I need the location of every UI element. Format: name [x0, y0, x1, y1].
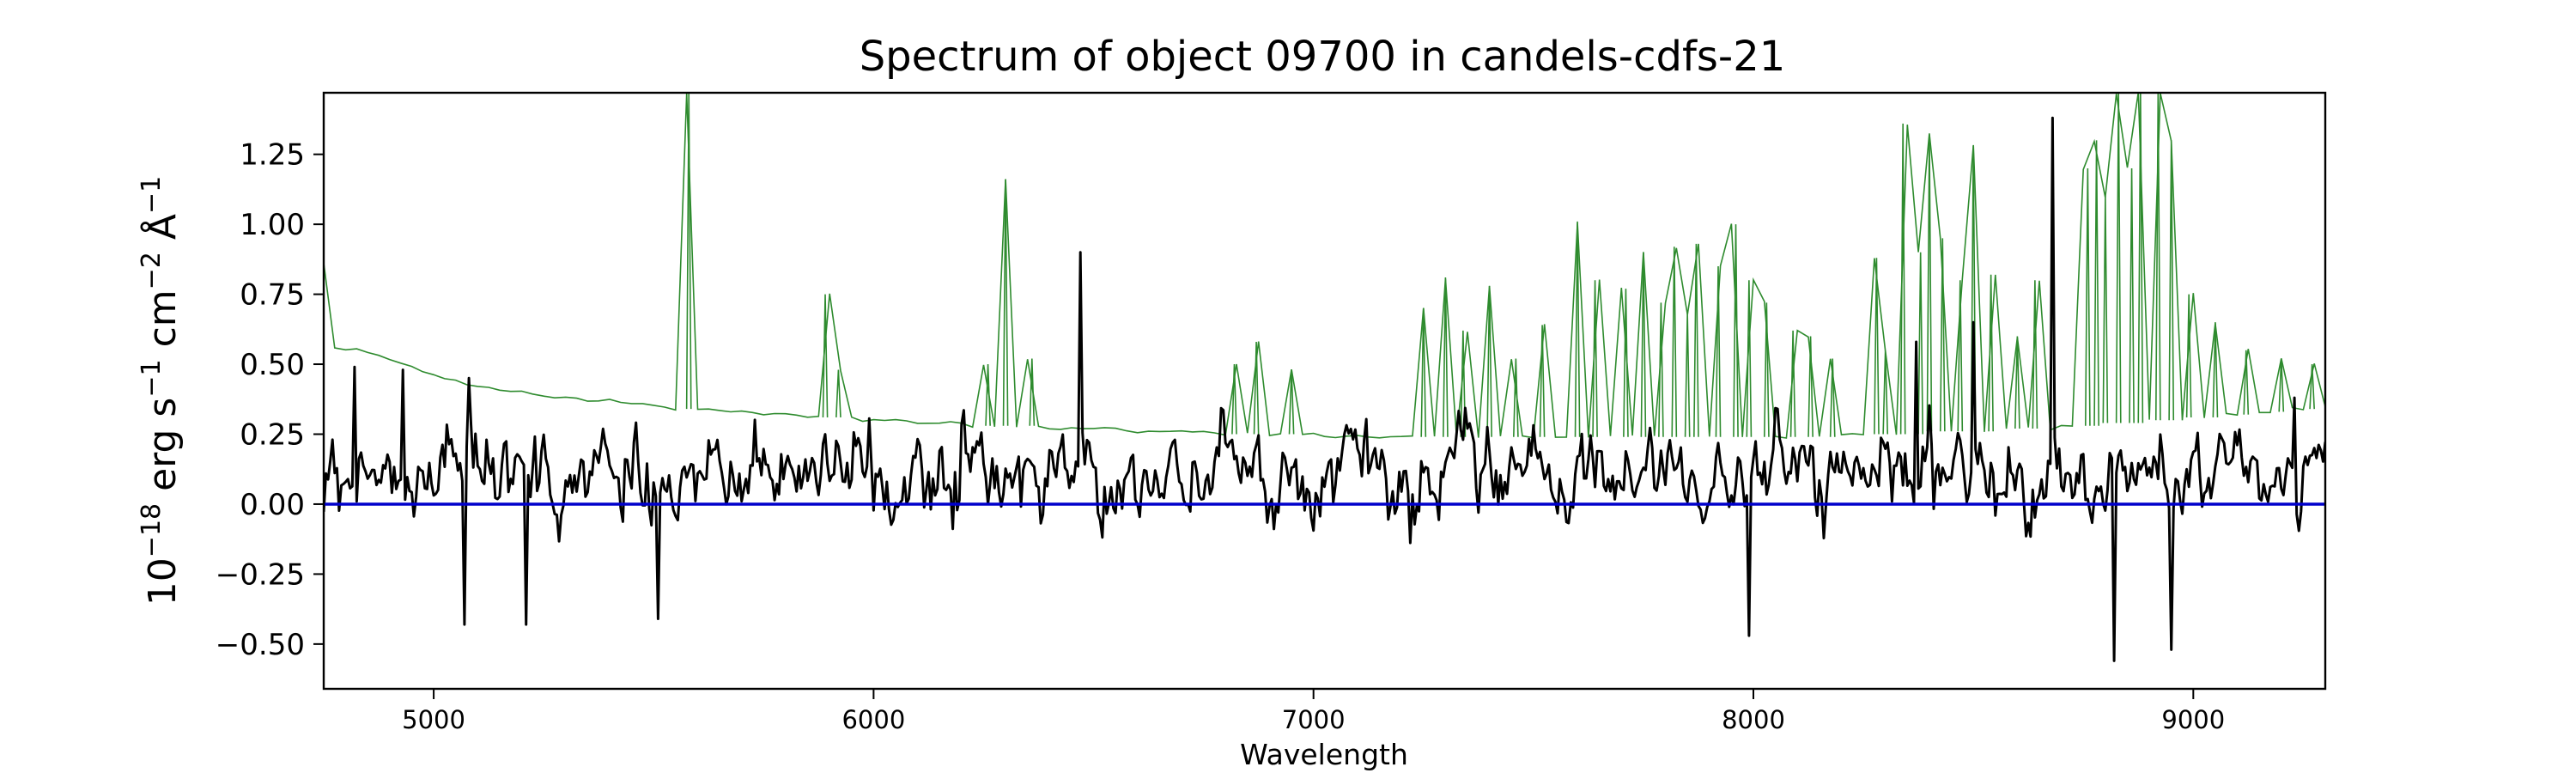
error-spike [2102, 196, 2109, 423]
error-spike [2212, 322, 2219, 417]
y-axis-label: 10−18 erg s−1 cm−2 Å−1 [137, 176, 185, 606]
error-spike [835, 369, 841, 417]
error-spike [1443, 277, 1449, 437]
y-tick-label: −0.50 [216, 628, 305, 662]
error-spike [1288, 369, 1295, 435]
y-axis-label-exp1: −18 [137, 503, 167, 557]
error-spike [1684, 313, 1691, 437]
error-spike [1539, 325, 1546, 437]
error-spike [1899, 123, 1906, 435]
error-spike [1623, 289, 1629, 437]
error-spike [1574, 221, 1581, 437]
plot-area [322, 91, 2327, 691]
error-spike [2014, 336, 2020, 429]
error-spike [1764, 302, 1770, 437]
error-spike [1926, 134, 1933, 432]
error-spike [1640, 252, 1647, 437]
error-spike [1715, 265, 1722, 437]
error-spike [2084, 167, 2091, 426]
y-axis: −0.50 −0.25 0.00 0.25 0.50 0.75 1.00 1.25 [216, 138, 324, 662]
x-tick-label: 7000 [1282, 705, 1346, 734]
error-spike [1733, 224, 1739, 437]
y-axis-label-exp2: −1 [137, 359, 167, 397]
error-spike [1939, 238, 1946, 432]
error-spike [1231, 364, 1237, 435]
error-spike [1002, 179, 1009, 426]
x-tick-label: 8000 [1722, 705, 1785, 734]
error-spike [2032, 280, 2038, 429]
error-spike [1746, 280, 1753, 437]
error-spike [1671, 247, 1678, 437]
error-spike [1693, 243, 1699, 437]
error-spike [2115, 93, 2122, 423]
y-tick-label: 0.00 [240, 488, 305, 522]
chart-title: Spectrum of object 09700 in candels-cdfs… [860, 33, 1786, 81]
error-spike [2129, 167, 2135, 423]
error-spike [2093, 140, 2099, 426]
y-axis-label-exp3: −2 [137, 252, 167, 289]
x-axis-label: Wavelength [1240, 738, 1408, 771]
error-spike [685, 93, 692, 410]
error-spike [1988, 274, 1995, 432]
error-spike [1658, 302, 1664, 437]
error-spike [1917, 252, 1924, 435]
error-spike [1420, 307, 1427, 437]
y-axis-label-base: 10 [141, 557, 185, 606]
error-spike [2185, 294, 2192, 417]
y-tick-label: 0.50 [240, 348, 305, 382]
error-spike [1486, 285, 1492, 437]
error-spectrum-line [324, 93, 2325, 439]
x-axis: 5000 6000 7000 8000 9000 [402, 689, 2225, 734]
y-axis-label-angstrom: Å [139, 214, 185, 252]
error-spike [2309, 364, 2315, 410]
plot-frame [322, 91, 2327, 691]
error-spike [2243, 350, 2250, 415]
x-tick-label: 5000 [402, 705, 465, 734]
error-spike [1807, 336, 1814, 437]
error-spike [1512, 358, 1519, 437]
y-tick-label: 1.00 [240, 208, 305, 242]
error-spike [1882, 350, 1889, 435]
x-tick-label: 6000 [841, 705, 905, 734]
y-tick-label: 0.75 [240, 278, 305, 313]
error-spike [1460, 330, 1467, 437]
error-spike [2137, 93, 2144, 423]
error-spike [985, 364, 991, 426]
flux-spectrum-line [324, 116, 2325, 662]
error-spike [2168, 140, 2175, 421]
y-tick-label: 0.25 [240, 418, 305, 453]
error-spike [1829, 358, 1836, 437]
y-tick-label: 1.25 [240, 138, 305, 173]
x-tick-label: 9000 [2161, 705, 2225, 734]
error-spike [1592, 280, 1598, 437]
error-spike [1874, 258, 1880, 435]
y-axis-label-erg-s: erg s [141, 398, 185, 503]
error-spike [1253, 341, 1260, 435]
y-axis-label-cm: cm [141, 289, 185, 359]
y-tick-label: −0.25 [216, 557, 305, 592]
error-spike [822, 294, 829, 417]
error-spike [2154, 93, 2161, 421]
error-spike [2278, 358, 2285, 412]
error-spike [1789, 330, 1796, 437]
error-spike [1029, 358, 1036, 426]
error-spike [1957, 280, 1964, 432]
y-axis-label-exp4: −1 [137, 176, 167, 214]
